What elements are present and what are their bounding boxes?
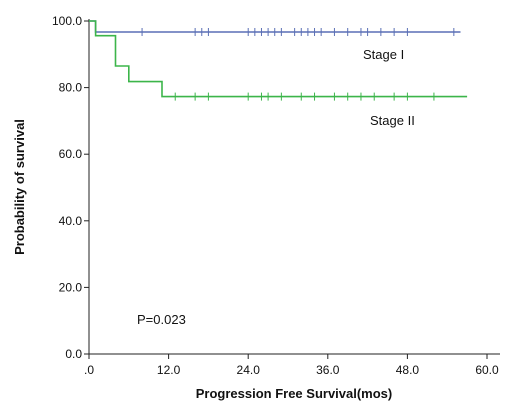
x-tick-label: 24.0 (237, 363, 261, 377)
y-tick-label: 100.0 (52, 14, 82, 28)
x-tick-label: .0 (84, 363, 94, 377)
y-tick-label: 40.0 (59, 214, 83, 228)
x-tick-label: 48.0 (396, 363, 420, 377)
y-tick-label: 80.0 (59, 81, 83, 95)
y-tick-label: 20.0 (59, 280, 83, 294)
x-tick-label: 12.0 (157, 363, 181, 377)
plot-frame (88, 19, 500, 355)
y-axis-ticks: 0.0 20.0 40.0 60.0 80.0 100.0 (52, 14, 89, 361)
p-value-annotation: P=0.023 (137, 312, 186, 327)
series-layer (89, 20, 468, 101)
x-tick-label: 60.0 (475, 363, 499, 377)
y-tick-label: 0.0 (65, 347, 82, 361)
x-axis-ticks: .0 12.0 24.0 36.0 48.0 60.0 (84, 354, 499, 377)
y-tick-label: 60.0 (59, 147, 83, 161)
series-label-stage-ii: Stage II (370, 113, 415, 128)
y-axis-title: Probability of survival (12, 119, 27, 255)
series-label-stage-i: Stage I (363, 47, 404, 62)
survival-curve-stage-ii (89, 20, 468, 98)
x-tick-label: 36.0 (316, 363, 340, 377)
x-axis-title: Progression Free Survival(mos) (196, 386, 393, 401)
